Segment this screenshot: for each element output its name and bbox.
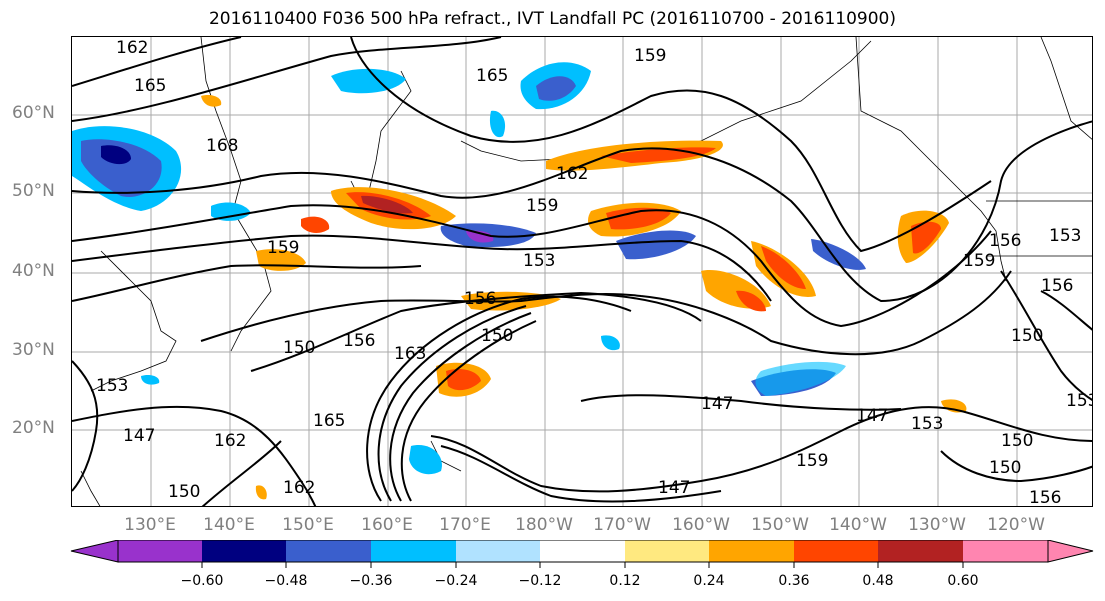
colorbar-extend-low: [70, 540, 119, 563]
contour-label: 159: [796, 451, 828, 471]
lat-label-20n: 20°N: [12, 418, 55, 438]
lon-label-140w: 140°W: [829, 515, 887, 535]
contour-label: 165: [134, 76, 166, 96]
colorbar-swatch: [118, 540, 202, 562]
lon-label-160e: 160°E: [361, 515, 413, 535]
lon-label-150w: 150°W: [751, 515, 809, 535]
contour-label: 150: [168, 482, 200, 502]
colorbar-tick-label: 0.36: [778, 573, 810, 589]
contour-label: 150: [989, 458, 1021, 478]
contour-label: 159: [634, 46, 666, 66]
height-contours: [72, 37, 1092, 506]
negative-anomaly-shading: [72, 62, 866, 475]
colorbar-tick-label: −0.48: [264, 573, 308, 589]
colorbar-tick-label: −0.60: [180, 573, 224, 589]
contour-label: 156: [1029, 488, 1061, 507]
lon-label-160w: 160°W: [672, 515, 730, 535]
lon-label-150e: 150°E: [282, 515, 334, 535]
colorbar-extend-high: [1047, 540, 1094, 563]
lat-label-60n: 60°N: [12, 103, 55, 123]
colorbar-swatch: [794, 540, 878, 562]
contour-label: 162: [283, 478, 315, 498]
contour-labels: 162 165 165 159 168 162 159 159 153 156 …: [96, 38, 1093, 507]
colorbar-swatch: [963, 540, 1048, 562]
colorbar-swatch: [878, 540, 963, 562]
lat-label-30n: 30°N: [12, 340, 55, 360]
map-panel: 162 165 165 159 168 162 159 159 153 156 …: [71, 36, 1093, 507]
lon-label-170e: 170°E: [439, 515, 491, 535]
contour-label: 150: [1001, 431, 1033, 451]
lon-label-130w: 130°W: [908, 515, 966, 535]
colorbar-tick-label: 0.12: [609, 573, 641, 589]
map-title: 2016110400 F036 500 hPa refract., IVT La…: [208, 9, 896, 29]
contour-label: 147: [701, 394, 733, 414]
lon-label-140e: 140°E: [203, 515, 255, 535]
contour-label: 162: [556, 164, 588, 184]
contour-label: 147: [856, 406, 888, 426]
contour-label: 150: [1011, 326, 1043, 346]
contour-label: 153: [1066, 391, 1093, 411]
map-canvas: 162 165 165 159 168 162 159 159 153 156 …: [72, 37, 1093, 507]
positive-anomaly-shading: [201, 95, 967, 500]
colorbar-swatch: [540, 540, 625, 562]
colorbar-tick-label: −0.12: [518, 573, 562, 589]
colorbar-swatch: [371, 540, 456, 562]
lon-label-130e: 130°E: [124, 515, 176, 535]
contour-label: 168: [206, 136, 238, 156]
contour-label: 150: [481, 326, 513, 346]
graticule: [72, 37, 1092, 506]
lat-label-40n: 40°N: [12, 261, 55, 281]
contour-label: 153: [96, 376, 128, 396]
contour-label: 153: [911, 414, 943, 434]
lon-label-170w: 170°W: [593, 515, 651, 535]
contour-label: 156: [464, 289, 496, 309]
contour-label: 153: [523, 251, 555, 271]
contour-label: 162: [116, 38, 148, 58]
lon-label-120w: 120°W: [987, 515, 1045, 535]
colorbar-swatch: [456, 540, 540, 562]
colorbar-tick-label: 0.60: [947, 573, 979, 589]
contour-label: 162: [214, 431, 246, 451]
colorbar-swatch: [625, 540, 709, 562]
contour-label: 156: [1041, 276, 1073, 296]
lon-label-180w: 180°W: [515, 515, 573, 535]
colorbar-swatch: [202, 540, 286, 562]
contour-label: 150: [283, 338, 315, 358]
colorbar-tick-label: 0.48: [862, 573, 894, 589]
contour-label: 165: [313, 411, 345, 431]
contour-label: 147: [123, 426, 155, 446]
colorbar-swatch: [286, 540, 371, 562]
contour-label: 159: [963, 251, 995, 271]
colorbar-tick-label: 0.24: [693, 573, 725, 589]
colorbar-swatch: [709, 540, 794, 562]
contour-label: 156: [343, 331, 375, 351]
contour-label: 159: [526, 196, 558, 216]
coastlines: [80, 37, 1092, 506]
colorbar: [70, 540, 1094, 568]
contour-label: 153: [1049, 226, 1081, 246]
contour-label: 165: [476, 66, 508, 86]
lat-label-50n: 50°N: [12, 181, 55, 201]
contour-label: 163: [394, 344, 426, 364]
contour-label: 147: [658, 478, 690, 498]
contour-label: 159: [267, 238, 299, 258]
colorbar-tick-label: −0.36: [349, 573, 393, 589]
contour-label: 156: [989, 231, 1021, 251]
colorbar-tick-label: −0.24: [434, 573, 478, 589]
